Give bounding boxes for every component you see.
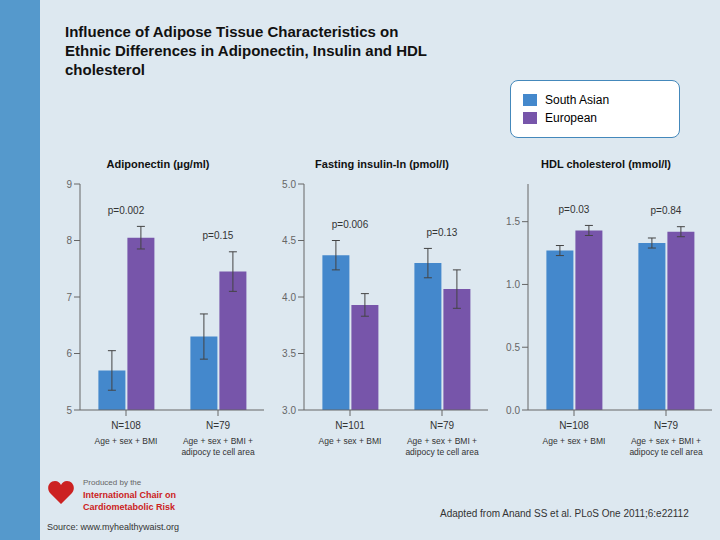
svg-text:3.0: 3.0 [282,405,296,416]
svg-text:0.5: 0.5 [506,342,520,353]
svg-text:p=0.006: p=0.006 [332,219,369,230]
svg-text:N=79: N=79 [206,420,231,431]
svg-text:Age + sex + BMI: Age + sex + BMI [319,436,382,446]
svg-text:p=0.03: p=0.03 [559,204,590,215]
html-text:Ethnic Differences in Adiponec: Ethnic Differences in Adiponectin, Insul… [65,42,427,59]
html-text:European: European [545,111,597,125]
svg-text:adipocy te cell area: adipocy te cell area [629,447,703,457]
svg-text:Age + sex + BMI +: Age + sex + BMI + [183,436,253,446]
svg-text:p=0.002: p=0.002 [108,205,145,216]
html-text:Source: www.myhealthywaist.org: Source: www.myhealthywaist.org [47,522,180,532]
svg-text:N=108: N=108 [111,420,141,431]
html-text:International Chair on: International Chair on [83,490,176,500]
svg-text:p=0.15: p=0.15 [203,230,234,241]
svg-text:p=0.13: p=0.13 [427,227,458,238]
html-text:Produced by the: Produced by the [83,478,142,487]
svg-text:Age + sex + BMI: Age + sex + BMI [543,436,606,446]
html-text:Adapted from Anand SS et al. P: Adapted from Anand SS et al. PLoS One 20… [440,508,689,519]
svg-text:adipocy te cell area: adipocy te cell area [405,447,479,457]
svg-text:5: 5 [66,405,72,416]
svg-text:N=79: N=79 [654,420,679,431]
svg-text:N=101: N=101 [335,420,365,431]
svg-text:0.0: 0.0 [506,405,520,416]
html-text:Influence of Adipose Tissue Ch: Influence of Adipose Tissue Characterist… [65,23,399,40]
svg-text:N=108: N=108 [559,420,589,431]
svg-text:4.0: 4.0 [282,292,296,303]
html-text:Cardiometabolic Risk: Cardiometabolic Risk [83,502,175,512]
svg-text:Age + sex + BMI: Age + sex + BMI [95,436,158,446]
svg-text:8: 8 [66,235,72,246]
html-text:South Asian: South Asian [545,93,610,107]
svg-text:p=0.84: p=0.84 [651,205,682,216]
svg-text:adipocy te cell area: adipocy te cell area [181,447,255,457]
svg-text:1.0: 1.0 [506,279,520,290]
svg-text:6: 6 [66,348,72,359]
html-text:HDL cholesterol (mmol/l): HDL cholesterol (mmol/l) [541,158,671,170]
html-text:cholesterol: cholesterol [65,61,145,78]
svg-text:9: 9 [66,179,72,190]
svg-text:5.0: 5.0 [282,179,296,190]
svg-text:4.5: 4.5 [282,235,296,246]
svg-text:Age + sex + BMI +: Age + sex + BMI + [407,436,477,446]
svg-text:3.5: 3.5 [282,348,296,359]
svg-text:N=79: N=79 [430,420,455,431]
svg-text:1.5: 1.5 [506,216,520,227]
html-text:Fasting insulin-ln (pmol/l): Fasting insulin-ln (pmol/l) [315,158,449,170]
svg-text:7: 7 [66,292,72,303]
html-text:Adiponectin (µg/ml): Adiponectin (µg/ml) [106,158,210,170]
svg-text:Age + sex + BMI +: Age + sex + BMI + [631,436,701,446]
